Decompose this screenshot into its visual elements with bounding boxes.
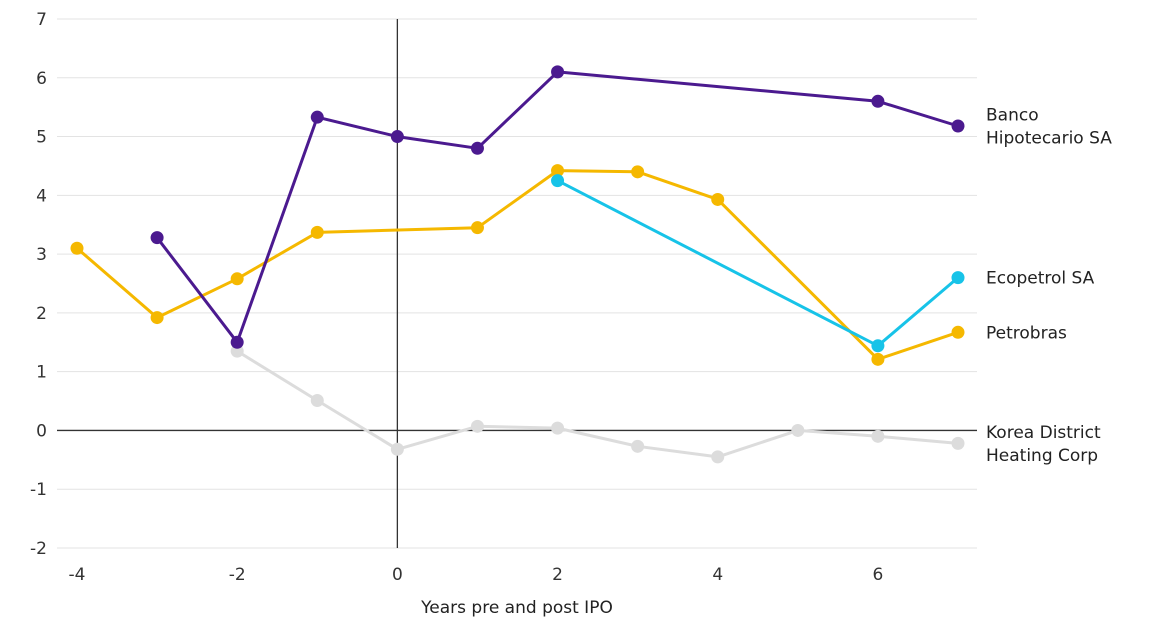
y-tick-labels: 7 6 5 4 3 2 1 0 -1 -2 bbox=[30, 10, 47, 559]
series-label-line: Korea District bbox=[986, 423, 1101, 443]
data-point bbox=[551, 65, 565, 79]
series-line bbox=[236, 349, 959, 459]
x-tick-label: -4 bbox=[69, 565, 86, 585]
data-point bbox=[310, 225, 324, 239]
data-point bbox=[150, 231, 164, 245]
data-point bbox=[871, 339, 885, 353]
x-tick-label: 2 bbox=[552, 565, 563, 585]
series-label-line: Banco bbox=[986, 105, 1039, 125]
x-tick-labels: -4 -2 0 2 4 6 bbox=[69, 565, 884, 585]
y-tick-label: 2 bbox=[36, 304, 47, 324]
data-point bbox=[631, 165, 645, 179]
series-line bbox=[155, 70, 959, 344]
x-tick-label: 0 bbox=[392, 565, 403, 585]
series-label: Korea District Heating Corp bbox=[986, 423, 1101, 466]
data-point bbox=[711, 192, 725, 206]
series-line bbox=[76, 169, 959, 361]
axes bbox=[57, 19, 977, 548]
series-banco-hipotecario-sa bbox=[150, 65, 965, 349]
y-tick-label: 5 bbox=[36, 128, 47, 148]
y-tick-label: -1 bbox=[30, 480, 47, 500]
x-axis-title: Years pre and post IPO bbox=[420, 598, 613, 618]
series-labels: Banco Hipotecario SA Petrobras Ecopetrol SA… bbox=[986, 105, 1112, 465]
data-point bbox=[70, 241, 84, 255]
data-point bbox=[551, 421, 565, 435]
data-point bbox=[951, 271, 965, 285]
gridlines bbox=[57, 18, 977, 549]
data-point bbox=[390, 442, 404, 456]
x-tick-label: 4 bbox=[712, 565, 723, 585]
y-tick-label: 3 bbox=[36, 245, 47, 265]
series-label-line: Ecopetrol SA bbox=[986, 269, 1095, 289]
data-point bbox=[951, 325, 965, 339]
series-petrobras bbox=[70, 164, 965, 366]
data-point bbox=[951, 119, 965, 133]
data-point bbox=[150, 311, 164, 325]
y-tick-label: 4 bbox=[36, 186, 47, 206]
data-point bbox=[871, 94, 885, 108]
data-point bbox=[871, 352, 885, 366]
data-point bbox=[470, 419, 484, 433]
data-point bbox=[711, 450, 725, 464]
data-point bbox=[310, 110, 324, 124]
data-point bbox=[390, 130, 404, 144]
series-label-line: Heating Corp bbox=[986, 446, 1098, 466]
series-label: Banco Hipotecario SA bbox=[986, 105, 1112, 148]
data-point bbox=[470, 221, 484, 235]
data-point bbox=[230, 335, 244, 349]
x-tick-label: 6 bbox=[872, 565, 883, 585]
series-label: Ecopetrol SA bbox=[986, 269, 1095, 289]
series-label-line: Petrobras bbox=[986, 323, 1067, 343]
data-point bbox=[310, 393, 324, 407]
data-point bbox=[951, 436, 965, 450]
data-point bbox=[551, 174, 565, 188]
y-tick-label: 1 bbox=[36, 363, 47, 383]
series-group bbox=[70, 65, 965, 464]
data-point bbox=[871, 429, 885, 443]
series-ecopetrol-sa bbox=[551, 174, 965, 353]
data-point bbox=[230, 272, 244, 286]
x-tick-label: -2 bbox=[229, 565, 246, 585]
data-point bbox=[631, 439, 645, 453]
series-korea-district-heating-corp bbox=[230, 344, 965, 464]
series-label-line: Hipotecario SA bbox=[986, 128, 1112, 148]
y-tick-label: 7 bbox=[36, 10, 47, 30]
y-tick-label: 6 bbox=[36, 69, 47, 89]
y-tick-label: -2 bbox=[30, 539, 47, 559]
y-tick-label: 0 bbox=[36, 421, 47, 441]
series-line bbox=[556, 179, 959, 348]
data-point bbox=[470, 141, 484, 155]
series-label: Petrobras bbox=[986, 323, 1067, 343]
data-point bbox=[791, 423, 805, 437]
data-point bbox=[551, 164, 565, 178]
